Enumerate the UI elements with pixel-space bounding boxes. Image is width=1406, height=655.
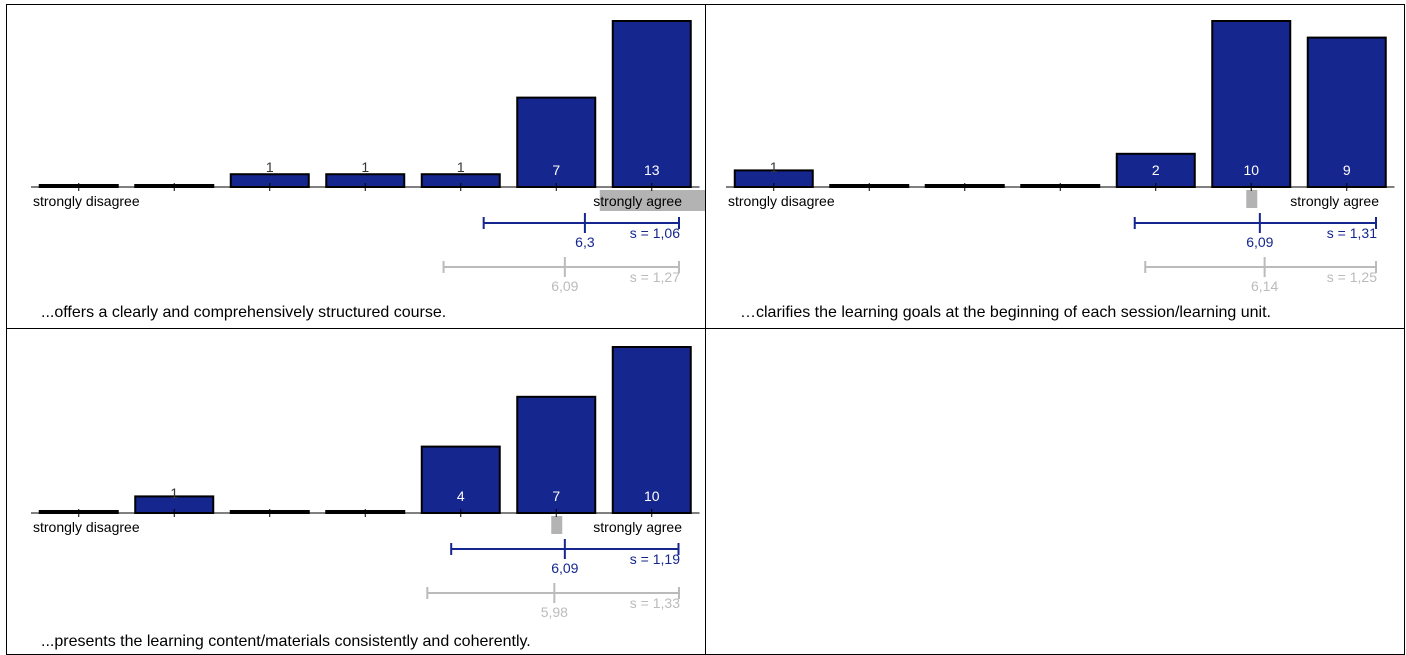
bar-value-label: 7 — [552, 488, 560, 504]
course-sd-label: s = 1,19 — [630, 551, 680, 567]
mean-marker — [551, 516, 563, 534]
bar-5 — [420, 445, 501, 514]
course-sd-label: s = 1,06 — [630, 225, 680, 241]
chart-panel-learning-goals: 1 2 10 9 strongly disagree strongly agree 6,09… — [705, 4, 1405, 329]
bar-chart: 1 1 1 7 13 strongly disagree strongly agree 6,3… — [31, 20, 705, 294]
bar-value-label: 4 — [457, 488, 465, 504]
scale-right-label: strongly agree — [593, 193, 682, 209]
reference-mean-label: 6,14 — [1251, 278, 1278, 294]
bar-value-label: 1 — [770, 159, 778, 175]
bar-value-label: 9 — [1343, 162, 1351, 178]
bar-chart: 1 2 10 9 strongly disagree strongly agree 6,09… — [726, 20, 1395, 294]
bar-6 — [1211, 20, 1292, 188]
bar-value-label: 7 — [552, 162, 560, 178]
bar-chart: 1 4 7 10 strongly disagree strongly agree 6,09… — [31, 346, 700, 620]
bar-7 — [1306, 36, 1387, 188]
chart-panel-content-consistency: 1 4 7 10 strongly disagree strongly agree 6,09… — [6, 328, 706, 655]
bar-value-label: 1 — [170, 485, 178, 501]
bar-value-label: 2 — [1152, 162, 1160, 178]
scale-left-label: strongly disagree — [33, 193, 140, 209]
bar-value-label: 1 — [361, 159, 369, 175]
scale-left-label: strongly disagree — [33, 519, 140, 535]
scale-left-label: strongly disagree — [728, 193, 835, 209]
bar-value-label: 1 — [457, 159, 465, 175]
course-mean-label: 6,3 — [575, 234, 595, 250]
panel-caption: ...offers a clearly and comprehensively … — [41, 304, 447, 321]
scale-right-label: strongly agree — [1290, 193, 1379, 209]
mean-marker — [1246, 190, 1258, 208]
panel-caption: …clarifies the learning goals at the beg… — [740, 304, 1271, 321]
bar-7 — [611, 346, 692, 514]
chart-panel-structured-course: 1 1 1 7 13 strongly disagree strongly agree 6,3… — [6, 4, 706, 329]
bar-5 — [1115, 152, 1196, 189]
bar-7 — [611, 20, 692, 188]
reference-sd-label: s = 1,27 — [630, 269, 680, 285]
course-mean-label: 6,09 — [551, 560, 578, 576]
reference-mean-label: 6,09 — [551, 278, 578, 294]
course-sd-label: s = 1,31 — [1327, 225, 1377, 241]
course-mean-label: 6,09 — [1246, 234, 1273, 250]
bar-value-label: 10 — [644, 488, 660, 504]
panel-caption: ...presents the learning content/materia… — [41, 633, 531, 650]
bar-value-label: 1 — [266, 159, 274, 175]
reference-sd-label: s = 1,33 — [630, 595, 680, 611]
empty-panel — [705, 328, 1405, 655]
highlight-box — [599, 190, 705, 211]
bar-6 — [516, 395, 597, 514]
reference-sd-label: s = 1,25 — [1327, 269, 1377, 285]
reference-mean-label: 5,98 — [541, 604, 568, 620]
bar-value-label: 10 — [1243, 162, 1259, 178]
bar-value-label: 13 — [644, 162, 660, 178]
scale-right-label: strongly agree — [593, 519, 682, 535]
